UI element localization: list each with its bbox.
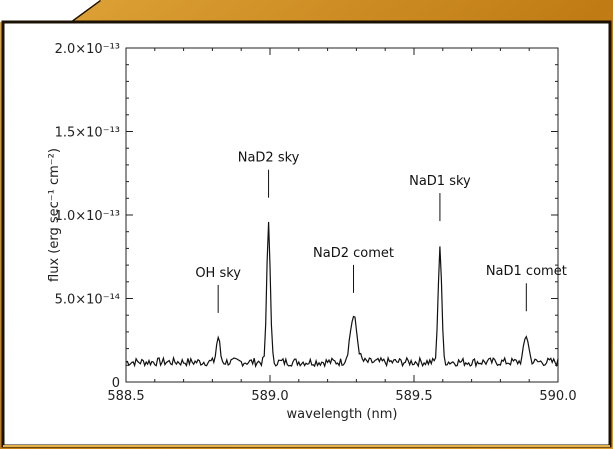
frame-corner-notch bbox=[0, 0, 100, 22]
y-tick-label: 5.0×10⁻¹⁴ bbox=[55, 293, 120, 308]
spectrum-line bbox=[125, 221, 559, 369]
annotation-label: NaD2 sky bbox=[238, 151, 300, 166]
x-tick-label: 590.0 bbox=[539, 389, 576, 404]
x-tick-label: 589.5 bbox=[395, 389, 432, 404]
y-tick-label: 2.0×10⁻¹³ bbox=[55, 42, 120, 57]
plot-border bbox=[125, 47, 559, 383]
chart-panel bbox=[1, 20, 612, 448]
y-axis-ticks: 0 5.0×10⁻¹⁴ 1.0×10⁻¹³ 1.5×10⁻¹³ 2.0×10⁻¹³ bbox=[55, 42, 558, 391]
x-axis-ticks: 588.5 589.0 589.5 590.0 bbox=[107, 48, 577, 404]
y-tick-label: 1.5×10⁻¹³ bbox=[55, 126, 120, 141]
y-axis-label: flux (erg sec⁻¹ cm⁻²) bbox=[47, 148, 62, 282]
peak-annotations: OH sky NaD2 sky NaD2 comet NaD1 sky NaD1 com… bbox=[195, 151, 567, 313]
x-tick-label: 589.0 bbox=[251, 389, 288, 404]
y-tick-label: 0 bbox=[112, 376, 120, 391]
y-tick-label: 1.0×10⁻¹³ bbox=[55, 209, 120, 224]
x-axis-label: wavelength (nm) bbox=[287, 407, 398, 422]
plot-axes bbox=[125, 47, 559, 383]
x-tick-label: 588.5 bbox=[107, 389, 144, 404]
annotation-label: NaD1 comet bbox=[486, 264, 567, 279]
annotation-label: NaD2 comet bbox=[313, 246, 394, 261]
annotation-label: OH sky bbox=[195, 266, 241, 281]
annotation-label: NaD1 sky bbox=[409, 174, 471, 189]
